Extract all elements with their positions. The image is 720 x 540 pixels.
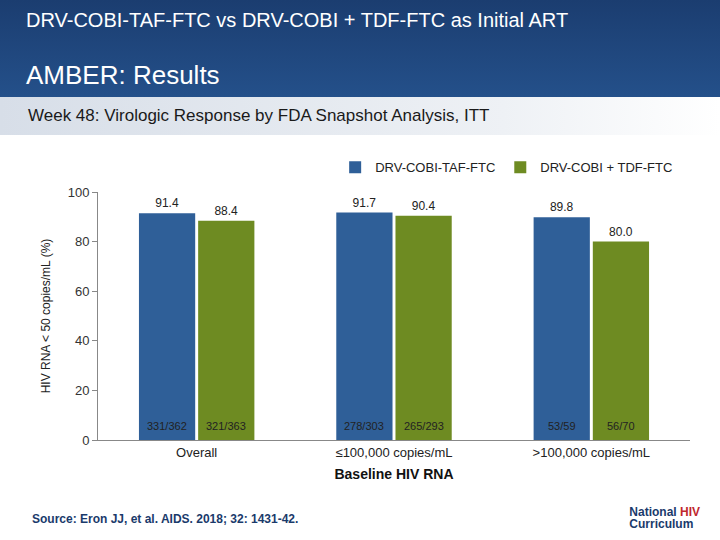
svg-text:Overall: Overall xyxy=(176,445,217,460)
html-text:Week 48: Virologic Response by: Week 48: Virologic Response by FDA Snaps… xyxy=(28,106,490,125)
svg-text:DRV-COBI + TDF-FTC: DRV-COBI + TDF-FTC xyxy=(540,160,672,175)
svg-text:0: 0 xyxy=(82,433,89,448)
svg-text:265/293: 265/293 xyxy=(404,420,444,432)
html-text:AMBER: Results: AMBER: Results xyxy=(26,60,220,90)
svg-text:HIV RNA < 50 copies/mL (%): HIV RNA < 50 copies/mL (%) xyxy=(39,239,53,394)
svg-text:40: 40 xyxy=(75,333,89,348)
html-text:DRV-COBI-TAF-FTC vs DRV-COBI +: DRV-COBI-TAF-FTC vs DRV-COBI + TDF-FTC a… xyxy=(26,9,569,31)
svg-text:20: 20 xyxy=(75,383,89,398)
svg-text:89.8: 89.8 xyxy=(550,200,574,214)
svg-text:90.4: 90.4 xyxy=(412,199,436,213)
svg-text:DRV-COBI-TAF-FTC: DRV-COBI-TAF-FTC xyxy=(375,160,495,175)
svg-text:331/362: 331/362 xyxy=(147,420,187,432)
svg-text:80.0: 80.0 xyxy=(609,225,633,239)
svg-text:88.4: 88.4 xyxy=(214,204,238,218)
html-text:Source: Eron JJ, et al. AIDS.: Source: Eron JJ, et al. AIDS. 2018; 32: … xyxy=(32,512,299,526)
svg-text:91.4: 91.4 xyxy=(155,196,179,210)
svg-text:>100,000 copies/mL: >100,000 copies/mL xyxy=(533,445,650,460)
svg-text:278/303: 278/303 xyxy=(344,420,384,432)
svg-text:321/363: 321/363 xyxy=(206,420,246,432)
svg-text:80: 80 xyxy=(75,234,89,249)
svg-text:60: 60 xyxy=(75,284,89,299)
svg-text:91.7: 91.7 xyxy=(353,196,377,210)
svg-text:Baseline HIV RNA: Baseline HIV RNA xyxy=(334,466,453,482)
svg-text:53/59: 53/59 xyxy=(548,420,576,432)
html-text:Curriculum: Curriculum xyxy=(629,517,694,531)
svg-text:100: 100 xyxy=(68,185,90,200)
html-text:National HIV: National HIV xyxy=(629,505,700,519)
svg-text:56/70: 56/70 xyxy=(607,420,635,432)
svg-text:≤100,000 copies/mL: ≤100,000 copies/mL xyxy=(336,445,453,460)
